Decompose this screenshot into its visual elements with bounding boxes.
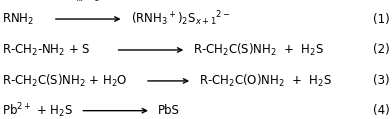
Text: (1): (1)	[373, 12, 390, 26]
Text: (2): (2)	[373, 43, 390, 57]
Text: RNH$_2$: RNH$_2$	[2, 12, 34, 27]
Text: R-CH$_2$C(S)NH$_2$ + H$_2$O: R-CH$_2$C(S)NH$_2$ + H$_2$O	[2, 73, 127, 89]
Text: R-CH$_2$C(S)NH$_2$  +  H$_2$S: R-CH$_2$C(S)NH$_2$ + H$_2$S	[193, 42, 324, 58]
Text: R-CH$_2$-NH$_2$ + S: R-CH$_2$-NH$_2$ + S	[2, 42, 91, 57]
Text: (RNH$_3$$^+$)$_2$S$_{x+1}$$^{2-}$: (RNH$_3$$^+$)$_2$S$_{x+1}$$^{2-}$	[131, 10, 230, 28]
Text: PbS: PbS	[158, 104, 180, 117]
Text: R-CH$_2$C(O)NH$_2$  +  H$_2$S: R-CH$_2$C(O)NH$_2$ + H$_2$S	[199, 73, 332, 89]
Text: (4): (4)	[373, 104, 390, 117]
Text: S$_x$, H$_2$S: S$_x$, H$_2$S	[70, 0, 107, 4]
Text: Pb$^{2+}$ + H$_2$S: Pb$^{2+}$ + H$_2$S	[2, 101, 73, 119]
Text: (3): (3)	[374, 74, 390, 87]
